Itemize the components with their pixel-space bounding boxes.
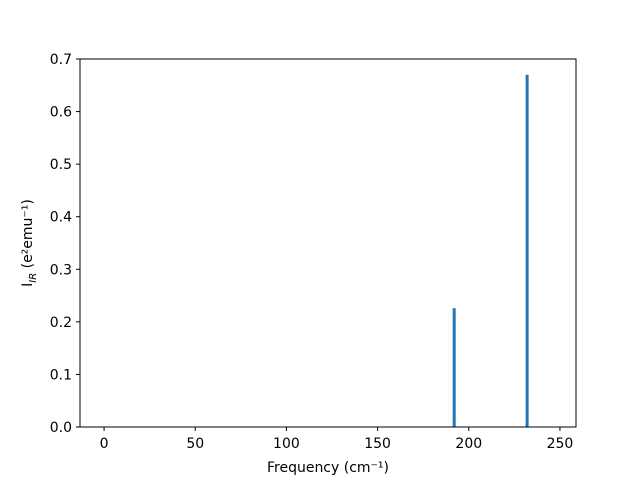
y-label-rest: (e²emu⁻¹) [20,199,36,273]
x-tick-label: 250 [547,436,574,452]
y-tick-label: 0.6 [50,105,72,121]
x-tick-label: 100 [273,436,300,452]
y-tick-label: 0.7 [50,52,72,68]
plot-frame [79,58,577,428]
y-label-sub: IR [28,273,39,283]
x-tick-label: 50 [186,436,204,452]
y-tick-label: 0.3 [50,262,72,278]
x-axis-label: Frequency (cm⁻¹) [267,460,389,476]
y-axis-label: IIR (e²emu⁻¹) [20,199,39,287]
bar [452,308,456,427]
bar [525,74,529,428]
x-tick-label: 150 [364,436,391,452]
x-tick-label: 0 [100,436,109,452]
y-label-base: I [20,283,36,287]
y-tick-label: 0.1 [50,367,72,383]
y-tick-label: 0.5 [50,157,72,173]
y-tick-label: 0.2 [50,315,72,331]
y-tick-label: 0.4 [50,210,72,226]
y-tick-label: 0.0 [50,420,72,436]
x-tick-label: 200 [455,436,482,452]
